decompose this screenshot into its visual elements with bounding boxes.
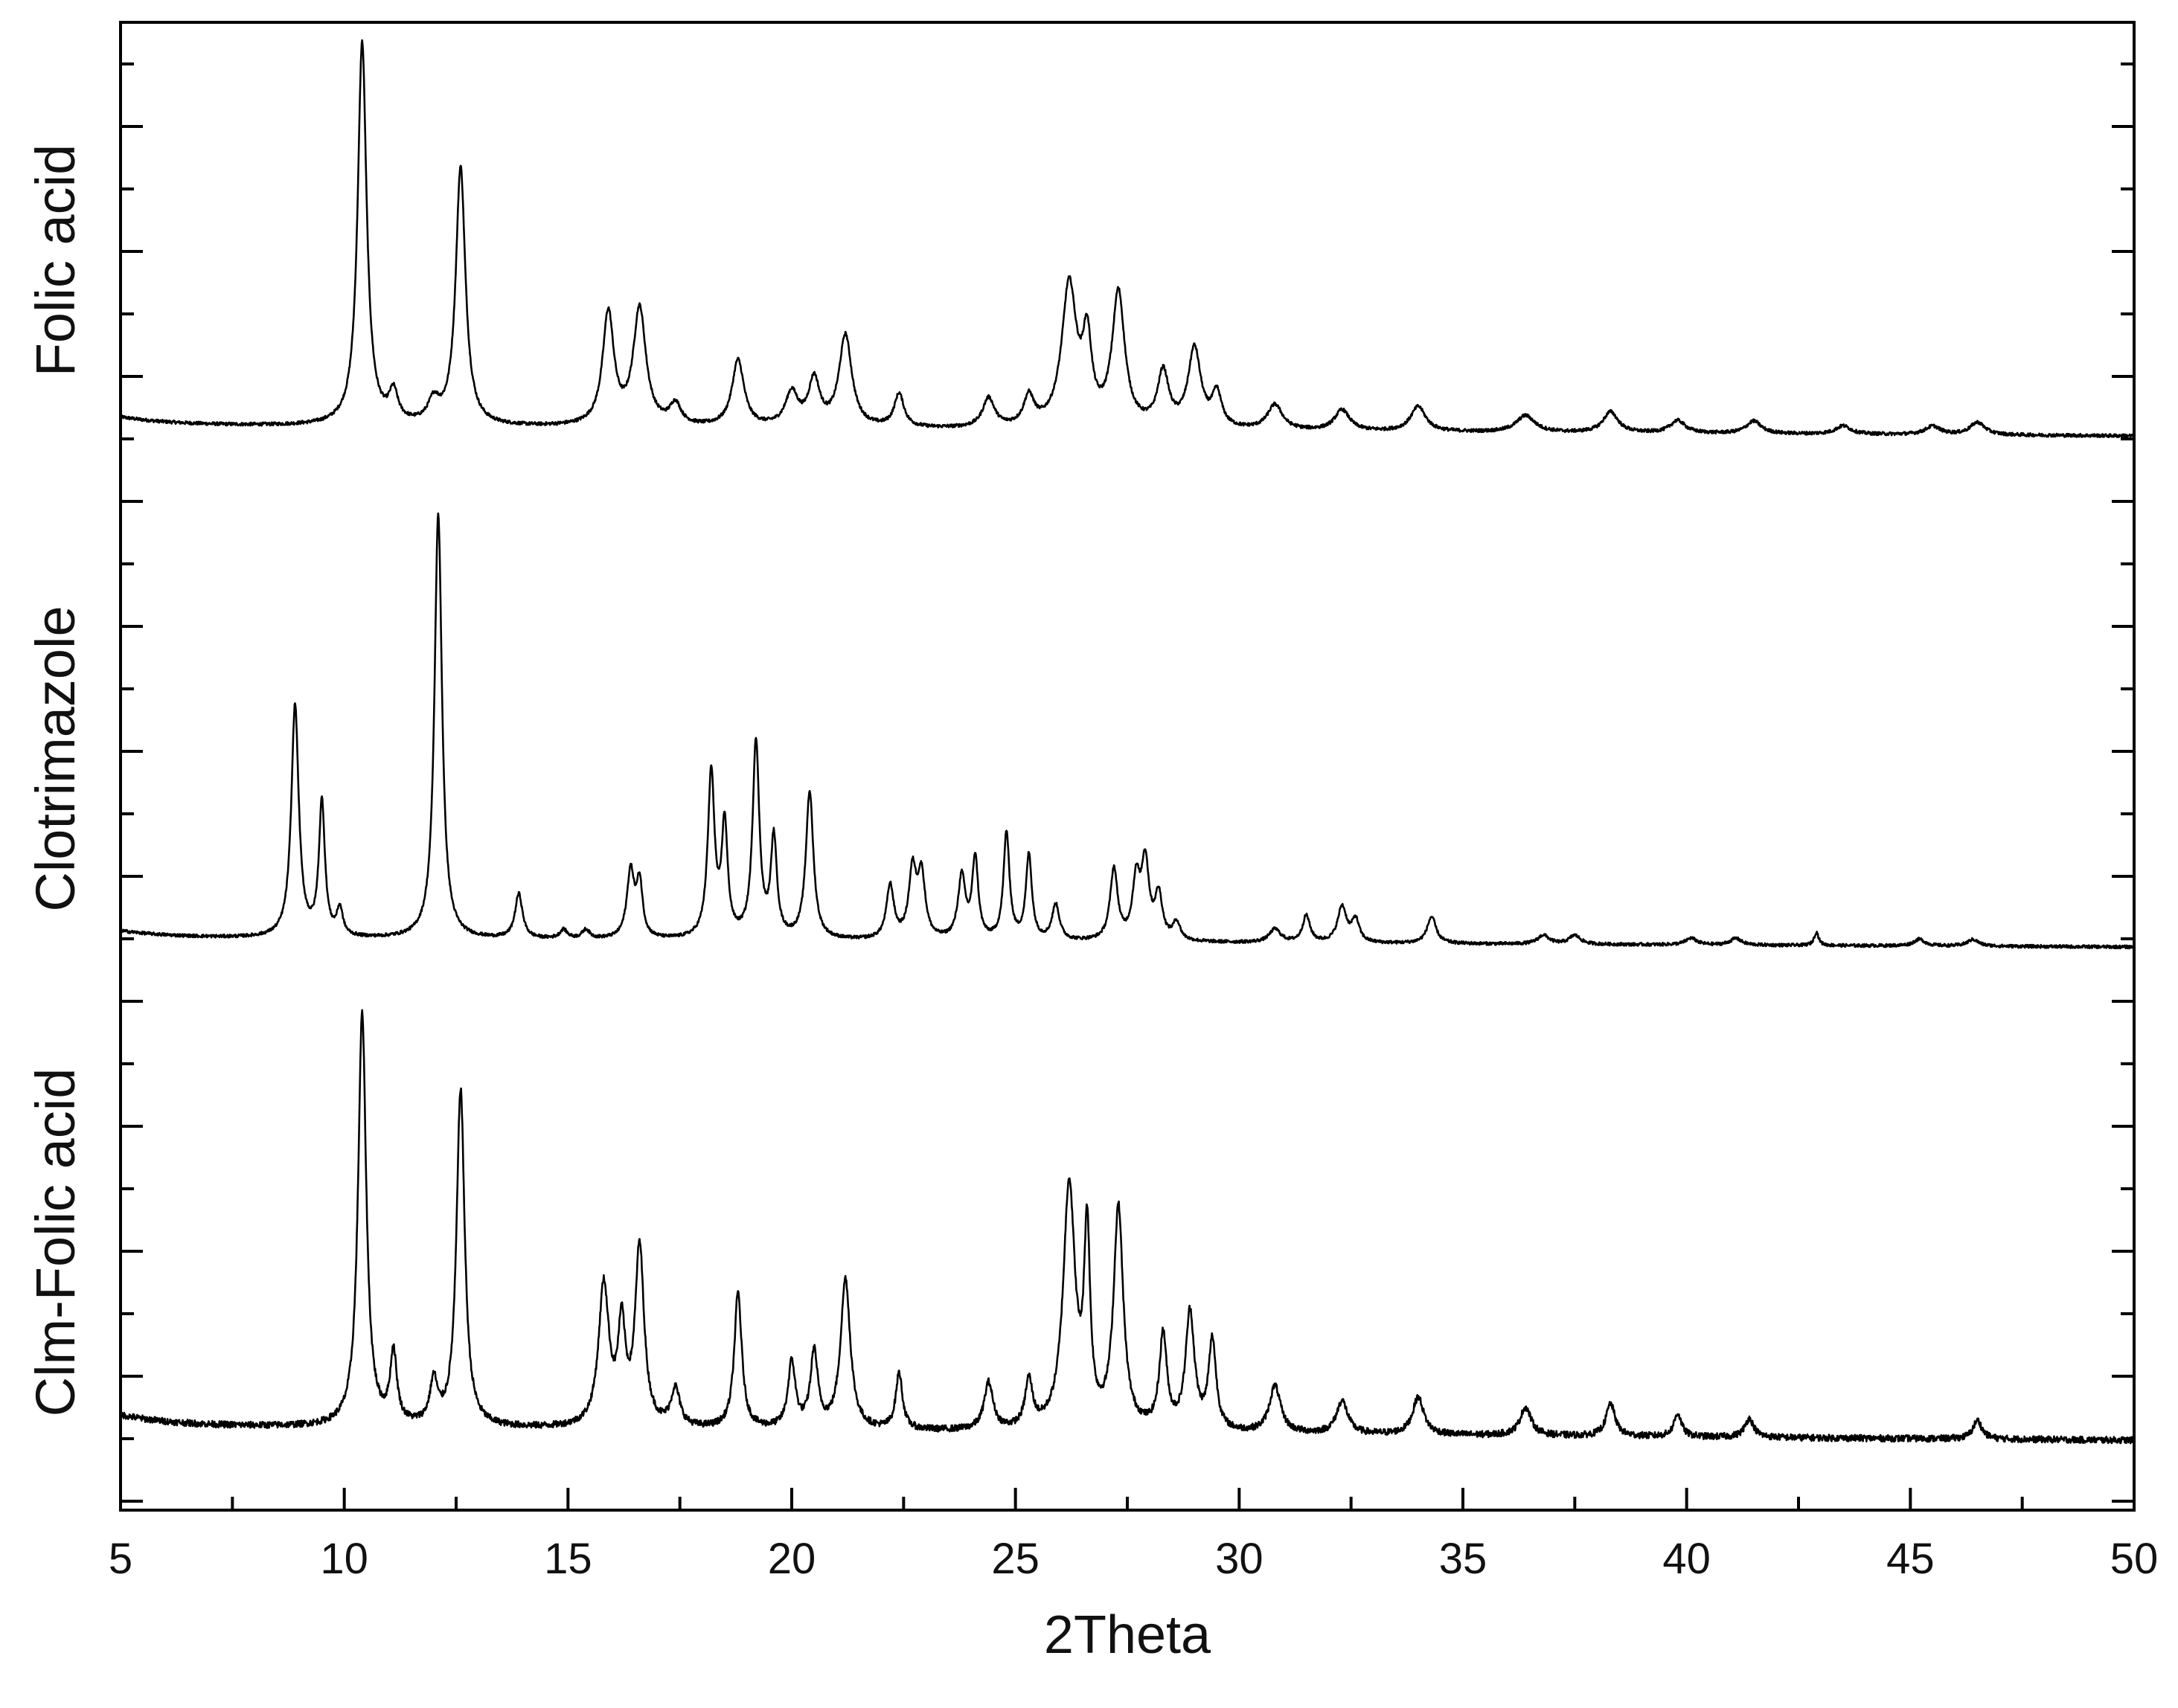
series-label: Clm-Folic acid xyxy=(25,1068,86,1417)
x-tick-label: 5 xyxy=(109,1535,132,1583)
x-tick-label: 25 xyxy=(991,1535,1040,1583)
x-axis-title: 2Theta xyxy=(1044,1605,1211,1665)
series-line xyxy=(119,512,2136,950)
x-tick-label: 10 xyxy=(320,1535,368,1583)
x-tick-label: 20 xyxy=(768,1535,816,1583)
series-line xyxy=(119,39,2135,439)
x-tick-label: 15 xyxy=(544,1535,592,1583)
x-tick-label: 35 xyxy=(1439,1535,1487,1583)
x-tick-label: 30 xyxy=(1215,1535,1263,1583)
series-labels: Folic acid Clotrimazole Clm-Folic acid xyxy=(25,144,86,1417)
x-tick-label: 50 xyxy=(2110,1535,2159,1583)
series-label: Folic acid xyxy=(25,144,86,377)
x-tick-labels: 5 10 15 20 25 30 35 40 45 50 xyxy=(109,1535,2158,1583)
x-tick-label: 40 xyxy=(1662,1535,1711,1583)
x-tick-label: 45 xyxy=(1886,1535,1935,1583)
plot-frame xyxy=(119,21,2136,1512)
series-line xyxy=(119,1009,2136,1445)
tick-marks xyxy=(119,62,2136,1510)
pattern-traces xyxy=(119,39,2136,1445)
series-label: Clotrimazole xyxy=(25,606,86,911)
